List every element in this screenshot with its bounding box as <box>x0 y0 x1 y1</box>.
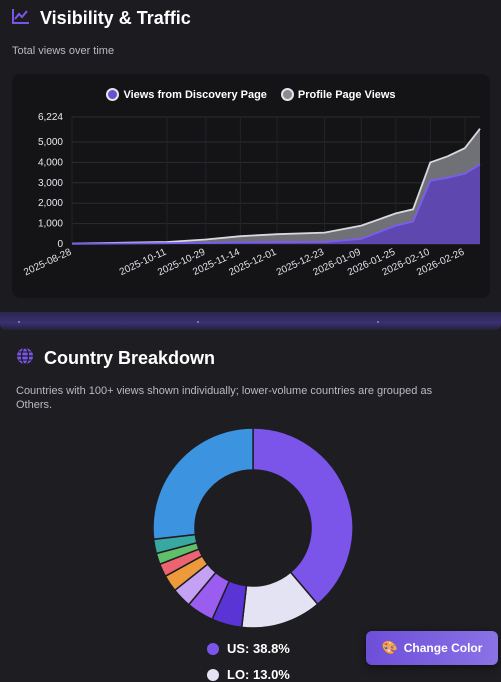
donut-slice-us[interactable] <box>253 428 353 604</box>
donut-slice[interactable] <box>153 428 253 539</box>
country-title: Country Breakdown <box>44 348 215 369</box>
y-tick-label: 3,000 <box>38 178 63 189</box>
x-tick-label: 2025-08-28 <box>22 247 73 279</box>
visibility-header: Visibility & Traffic <box>12 8 191 29</box>
y-tick-label: 6,224 <box>38 112 63 123</box>
divider-dot <box>197 321 199 323</box>
legend-label-us: US: 38.8% <box>227 641 290 656</box>
traffic-chart-card: Views from Discovery Page Profile Page V… <box>12 74 490 298</box>
y-tick-label: 2,000 <box>38 198 63 209</box>
country-description-line: Countries with 100+ views shown individu… <box>16 384 486 398</box>
globe-icon <box>16 347 34 370</box>
y-tick-label: 0 <box>57 239 63 250</box>
country-description: Countries with 100+ views shown individu… <box>16 384 486 412</box>
divider-dot <box>18 321 20 323</box>
change-color-label: Change Color <box>404 641 483 655</box>
traffic-chart: 0 1,000 2,000 3,000 4,000 5,000 6,224 2025-08-2… <box>12 74 490 298</box>
country-description-line: Others. <box>16 398 486 412</box>
y-tick-label: 1,000 <box>38 219 63 230</box>
change-color-button[interactable]: 🎨 Change Color <box>366 631 498 665</box>
divider-dot <box>377 321 379 323</box>
visibility-title: Visibility & Traffic <box>40 8 191 29</box>
visibility-section: Visibility & Traffic Total views over ti… <box>0 0 501 318</box>
legend-dot-us <box>207 643 219 655</box>
section-divider <box>0 312 501 330</box>
country-header: Country Breakdown <box>16 347 215 370</box>
palette-icon: 🎨 <box>382 640 398 656</box>
visibility-subtitle: Total views over time <box>12 45 114 57</box>
y-tick-label: 5,000 <box>38 137 63 148</box>
y-tick-label: 4,000 <box>38 157 63 168</box>
legend-dot-lo <box>207 669 219 681</box>
line-chart-icon <box>12 8 30 29</box>
donut-legend-lo: LO: 13.0% <box>207 667 290 682</box>
legend-label-lo: LO: 13.0% <box>227 667 290 682</box>
donut-legend-us: US: 38.8% <box>207 641 290 656</box>
country-donut-chart <box>148 423 358 633</box>
